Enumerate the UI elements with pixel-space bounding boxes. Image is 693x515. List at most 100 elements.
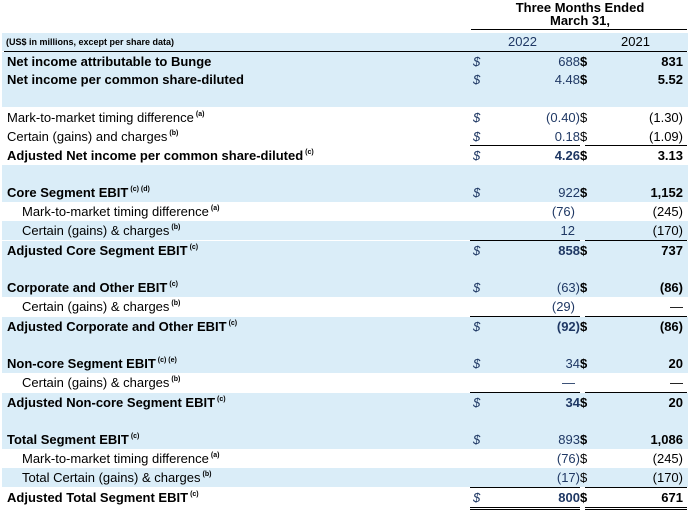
table-row: Adjusted Core Segment EBIT (c) $ 858 $ 73… [0,241,693,260]
currency-2021: $ [580,280,588,295]
year-2021-header: 2021 [621,34,650,49]
value-2021: 20 [668,395,683,410]
value-2022: 4.26 [554,148,580,163]
currency-2022: $ [473,148,481,163]
currency-2022: $ [473,319,481,334]
table-row: Mark-to-market timing difference (a) $ (0… [0,108,693,127]
table-row: Mark-to-market timing difference (a) (76)… [0,449,693,468]
value-2021: (86) [659,319,683,334]
row-band [2,221,688,240]
value-2021: 831 [661,54,683,69]
row-label: Total Segment EBIT (c) [7,432,140,447]
table-row: Mark-to-market timing difference (a) (76)… [0,202,693,221]
value-2022: (0.40) [546,110,580,125]
value-2022: (76) [556,451,580,466]
subtotal-rule [470,392,580,393]
currency-2022: $ [473,280,481,295]
header-rule [471,29,687,30]
table-row: Adjusted Total Segment EBIT (c) $ 800 $ 6… [0,488,693,507]
currency-2022: $ [473,110,481,125]
currency-2021: $ [580,451,588,466]
value-2022: 688 [558,54,580,69]
value-2021: (1.30) [649,110,683,125]
value-2021: 20 [668,356,683,371]
value-2022: (63) [556,280,580,295]
subtotal-rule [585,392,687,393]
table-row: Total Segment EBIT (c) $ 893 $ 1,086 [0,412,693,449]
table-row: Certain (gains) and charges (b) $ 0.18 $ … [0,127,693,146]
value-2021: 671 [661,490,683,505]
value-2021: 1,086 [650,432,683,447]
row-band [2,336,688,373]
period-title-line1: Three Months Ended [515,0,645,15]
table-row: Net income per common share-diluted $ 4.… [0,70,693,89]
subtotal-rule [470,240,580,241]
currency-2021: $ [580,243,588,258]
currency-2021: $ [580,432,588,447]
row-label: Adjusted Corporate and Other EBIT (c) [7,319,238,334]
currency-2022: $ [473,72,481,87]
currency-2021: $ [580,129,588,144]
table-row: Adjusted Corporate and Other EBIT (c) $ (… [0,317,693,336]
value-2021: (245) [652,204,683,219]
subtotal-rule [470,316,580,317]
row-label: Non-core Segment EBIT (c) (e) [7,356,177,371]
row-label: Corporate and Other EBIT (c) [7,280,178,295]
subtotal-rule [585,240,687,241]
row-band [2,241,688,260]
row-band [2,468,688,487]
units-note: (US$ in millions, except per share data) [6,37,175,47]
row-band [2,393,688,412]
row-label: Mark-to-market timing difference (a) [22,204,220,219]
currency-2022: $ [473,395,481,410]
value-2021: — [670,299,683,314]
row-band [2,70,688,89]
row-label: Adjusted Non-core Segment EBIT (c) [7,395,226,410]
value-2021: — [670,375,683,390]
table-row: Core Segment EBIT (c) (d) $ 922 $ 1,152 [0,183,693,202]
row-label: Certain (gains) & charges (b) [22,223,181,238]
row-label: Adjusted Core Segment EBIT (c) [7,243,199,258]
table-row: Net income attributable to Bunge $ 688 $… [0,52,693,71]
double-total-rule [585,509,687,510]
currency-2021: $ [580,148,588,163]
value-2021: (86) [659,280,683,295]
value-2022: 12 [560,223,575,238]
currency-2021: $ [580,54,588,69]
units-band [2,33,688,51]
currency-2021: $ [580,470,588,485]
value-2022: (92) [556,319,580,334]
row-band [2,412,688,449]
row-label: Certain (gains) & charges (b) [22,375,181,390]
row-band [2,317,688,336]
row-band [2,52,688,71]
currency-2022: $ [473,185,481,200]
row-label: Core Segment EBIT (c) (d) [7,185,150,200]
value-2022: 34 [565,356,580,371]
row-label: Mark-to-market timing difference (a) [22,451,220,466]
currency-2022: $ [473,432,481,447]
currency-2021: $ [580,490,588,505]
table-row: Certain (gains) & charges (b) (29) — [0,297,693,316]
value-2022: (17) [556,470,580,485]
row-band [2,260,688,297]
spacer-band [2,165,688,183]
table-row: Total Certain (gains) & charges (b) (17) … [0,468,693,487]
row-label: Certain (gains) and charges (b) [7,129,179,144]
currency-2021: $ [580,356,588,371]
units-rule [4,51,687,52]
table-row: Adjusted Net income per common share-dil… [0,146,693,165]
value-2022: 0.18 [554,129,580,144]
table-row: Corporate and Other EBIT (c) $ (63) $ (86… [0,260,693,297]
value-2021: 5.52 [657,72,683,87]
currency-2021: $ [580,110,588,125]
currency-2021: $ [580,72,588,87]
currency-2022: $ [473,490,481,505]
currency-2021: $ [580,185,588,200]
table-row: Certain (gains) & charges (b) 12 (170) [0,221,693,240]
currency-2022: $ [473,356,481,371]
table-row: Non-core Segment EBIT (c) (e) $ 34 $ 20 [0,336,693,373]
value-2022: 34 [565,395,580,410]
value-2021: 1,152 [650,185,683,200]
value-2021: (170) [652,470,683,485]
